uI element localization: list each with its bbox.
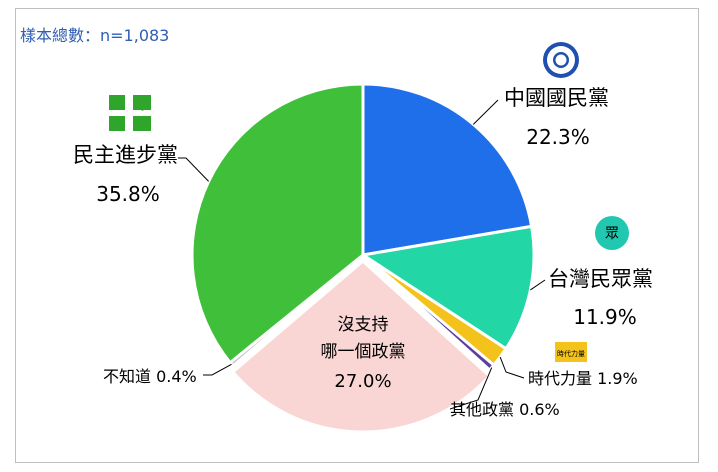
label-none-line1: 沒支持 (338, 315, 389, 335)
label-kmt-name: 中國國民黨 (504, 86, 609, 110)
label-tpp-value: 11.9% (573, 305, 637, 329)
label-dpp-value: 35.8% (96, 182, 160, 206)
sample-size-note: 樣本總數：n=1,083 (20, 26, 170, 45)
label-none-line2: 哪一個政黨 (321, 342, 406, 362)
pie-slice-no-party (231, 259, 491, 434)
label-other: 其他政黨 0.6% (450, 400, 560, 419)
leader-npp (499, 356, 525, 379)
leader-tpp (530, 279, 546, 291)
label-kmt-value: 22.3% (526, 125, 590, 149)
label-tpp-name: 台灣民眾黨 (548, 267, 653, 291)
tpp-logo-text: 眾 (605, 226, 619, 242)
tpp-logo-icon: 眾 (595, 216, 629, 250)
npp-logo-text: 時代力量 (557, 349, 585, 358)
label-none-value: 27.0% (334, 371, 391, 392)
label-dpp-name: 民主進步黨 (73, 143, 178, 167)
label-unknown: 不知道 0.4% (103, 367, 197, 386)
leader-other (449, 367, 493, 410)
leader-kmt (472, 99, 499, 125)
kmt-sun-logo-icon (543, 42, 579, 78)
leader-unknown (203, 363, 232, 376)
label-npp: 時代力量 1.9% (528, 369, 638, 388)
dpp-taiwan-logo-icon (109, 95, 151, 131)
pie-slice-kmt (361, 82, 534, 257)
new-power-party-logo-icon: 時代力量 (555, 342, 587, 362)
leader-dpp (178, 157, 210, 182)
pie-slices (190, 82, 536, 434)
leader-lines (178, 99, 546, 410)
